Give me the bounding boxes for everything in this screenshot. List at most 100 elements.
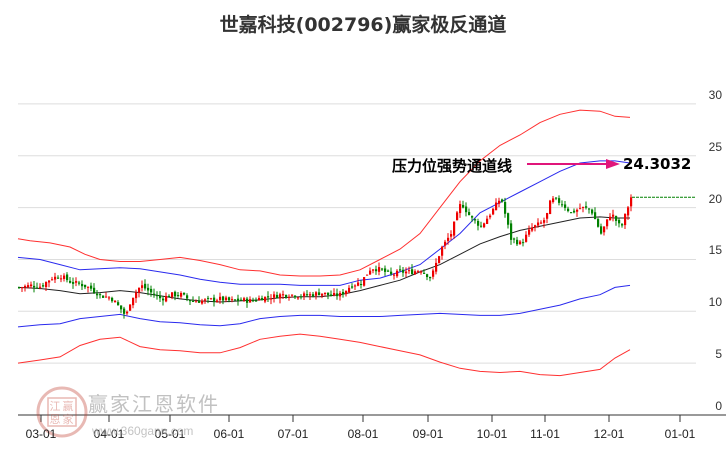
y-tick-label: 25 (708, 139, 722, 154)
candle-up (357, 282, 360, 286)
candle-down (474, 219, 477, 221)
candle-up (324, 292, 327, 295)
candle-up (606, 219, 609, 227)
candle-down (183, 292, 186, 295)
candle-up (531, 227, 534, 231)
candle-down (252, 300, 255, 302)
candle-down (501, 199, 504, 202)
candle-up (171, 292, 174, 298)
candle-up (180, 292, 183, 297)
candle-up (273, 294, 276, 298)
candle-up (165, 295, 168, 302)
seal-char: 江 (50, 400, 61, 413)
candle-down (90, 285, 93, 289)
candle-down (33, 285, 36, 288)
candle-down (312, 294, 315, 297)
candle-up (435, 262, 438, 272)
candle-up (219, 296, 222, 301)
candle-up (534, 225, 537, 228)
candle-up (525, 234, 528, 242)
arrow-head-icon (606, 159, 620, 169)
candle-up (528, 229, 531, 235)
candle-down (111, 297, 114, 302)
candle-up (135, 292, 138, 299)
candle-up (378, 267, 381, 272)
candle-down (465, 206, 468, 213)
candle-up (363, 277, 366, 286)
candle-down (591, 209, 594, 214)
candle-up (303, 293, 306, 297)
candle-down (192, 301, 195, 303)
candle-up (333, 293, 336, 296)
candle-down (471, 216, 474, 218)
candle-up (243, 298, 246, 301)
candle-down (327, 292, 330, 296)
candle-up (87, 286, 90, 288)
candle-up (27, 285, 30, 288)
candle-up (414, 271, 417, 275)
watermark-seal: 江赢恩家 (36, 386, 88, 438)
candle-down (384, 268, 387, 272)
candle-down (168, 295, 171, 298)
candle-up (129, 304, 132, 311)
candle-up (486, 218, 489, 225)
candle-up (612, 214, 615, 217)
candle-up (141, 285, 144, 288)
candle-up (114, 300, 117, 303)
chart-title: 世嘉科技(002796)赢家极反通道 (219, 14, 507, 36)
candle-up (495, 202, 498, 211)
x-tick-label: 07-01 (277, 427, 309, 441)
annotation-label: 压力位强势通道线 (392, 157, 513, 175)
candle-up (108, 297, 111, 299)
candle-down (222, 296, 225, 301)
candle-down (57, 277, 60, 279)
upper-inner-band-line (17, 160, 631, 286)
candle-down (66, 274, 69, 281)
candle-down (504, 202, 507, 214)
candle-down (585, 206, 588, 208)
candlesticks (18, 194, 633, 319)
watermark-url: www.360gann.com (92, 424, 194, 438)
candle-up (348, 287, 351, 293)
candle-up (126, 311, 129, 314)
candle-up (393, 274, 396, 276)
candle-up (138, 287, 141, 293)
candle-up (372, 269, 375, 271)
candle-up (264, 296, 267, 302)
candle-up (420, 271, 423, 273)
candle-down (153, 293, 156, 295)
candle-down (516, 239, 519, 245)
annotation-value: 24.3032 (623, 155, 692, 173)
seal-char: 赢 (63, 399, 74, 413)
candle-down (102, 295, 105, 298)
candle-down (330, 294, 333, 297)
candle-down (276, 294, 279, 299)
x-tick-label: 04-01 (93, 427, 125, 441)
candle-down (480, 225, 483, 227)
candle-up (75, 281, 78, 283)
candle-down (255, 300, 258, 302)
seal-char: 恩 (50, 413, 61, 426)
candle-down (36, 287, 39, 289)
candle-down (285, 295, 288, 298)
x-tick-label: 10-01 (476, 427, 508, 441)
candle-down (375, 269, 378, 272)
candle-up (282, 294, 285, 296)
candle-up (315, 292, 318, 296)
candle-down (399, 269, 402, 271)
candle-up (231, 299, 234, 301)
candle-up (483, 223, 486, 228)
candle-down (207, 297, 210, 299)
candle-up (453, 221, 456, 236)
upper-outer-band-line (17, 109, 631, 277)
candle-down (588, 208, 591, 210)
candle-up (456, 212, 459, 221)
candle-up (24, 285, 27, 288)
candle-up (630, 197, 633, 207)
candle-up (204, 299, 207, 301)
candle-up (195, 301, 198, 303)
candle-up (540, 222, 543, 224)
candle-down (234, 299, 237, 301)
candle-down (570, 212, 573, 214)
candle-down (336, 293, 339, 297)
